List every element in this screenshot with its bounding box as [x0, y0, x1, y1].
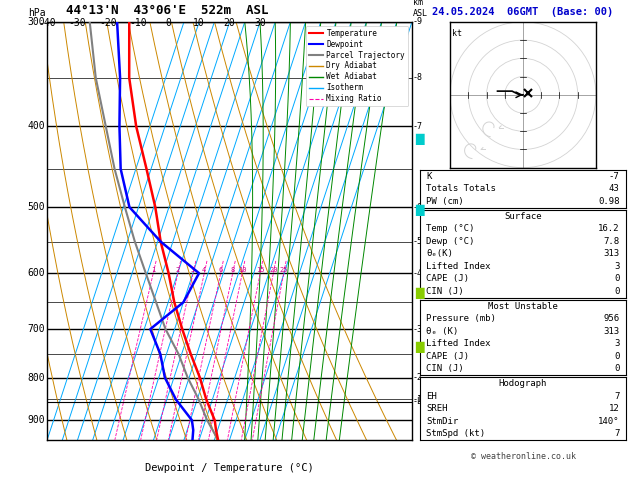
Text: -30: -30	[69, 17, 86, 28]
Text: 3: 3	[615, 339, 620, 348]
Text: 3: 3	[615, 262, 620, 271]
Text: 1: 1	[151, 267, 155, 273]
Text: 313: 313	[604, 249, 620, 258]
Text: EH: EH	[426, 392, 437, 400]
Text: -7: -7	[413, 122, 423, 131]
Text: -8: -8	[413, 73, 423, 82]
Text: 30: 30	[254, 17, 266, 28]
Text: 956: 956	[604, 314, 620, 323]
Text: 2: 2	[175, 267, 180, 273]
Text: Pressure (mb): Pressure (mb)	[426, 314, 496, 323]
Text: km
ASL: km ASL	[413, 0, 428, 17]
Text: 8: 8	[231, 267, 235, 273]
Text: StmSpd (kt): StmSpd (kt)	[426, 429, 486, 438]
Text: 25: 25	[279, 267, 288, 273]
Text: 600: 600	[28, 268, 45, 278]
Text: 900: 900	[28, 415, 45, 425]
Text: θₑ (K): θₑ (K)	[426, 327, 459, 336]
Text: 0: 0	[615, 352, 620, 361]
Text: Most Unstable: Most Unstable	[488, 302, 558, 311]
Text: 6: 6	[218, 267, 223, 273]
Text: 800: 800	[28, 372, 45, 382]
Text: 20: 20	[224, 17, 235, 28]
Text: 313: 313	[604, 327, 620, 336]
Text: CAPE (J): CAPE (J)	[426, 352, 469, 361]
Text: -10: -10	[130, 17, 147, 28]
Text: Temp (°C): Temp (°C)	[426, 224, 475, 233]
Text: 16.2: 16.2	[598, 224, 620, 233]
Text: 0: 0	[615, 287, 620, 296]
Text: 140°: 140°	[598, 417, 620, 426]
Text: 0: 0	[615, 364, 620, 373]
Text: 500: 500	[28, 202, 45, 212]
Text: 7: 7	[615, 392, 620, 400]
Text: Totals Totals: Totals Totals	[426, 184, 496, 193]
Text: 4: 4	[202, 267, 206, 273]
Text: -5: -5	[413, 237, 423, 246]
Text: Hodograph: Hodograph	[499, 379, 547, 388]
Text: SREH: SREH	[426, 404, 448, 413]
Text: 400: 400	[28, 121, 45, 131]
Text: Dewp (°C): Dewp (°C)	[426, 237, 475, 246]
Text: 0.98: 0.98	[598, 197, 620, 206]
Text: -2: -2	[413, 373, 423, 382]
Text: -7: -7	[609, 172, 620, 181]
Text: -9: -9	[413, 17, 423, 26]
Text: Mixing Ratio (g/kg): Mixing Ratio (g/kg)	[430, 183, 438, 278]
Text: █: █	[415, 342, 424, 353]
Text: StmDir: StmDir	[426, 417, 459, 426]
Text: Lifted Index: Lifted Index	[426, 262, 491, 271]
Text: 300: 300	[28, 17, 45, 27]
Text: CIN (J): CIN (J)	[426, 364, 464, 373]
Text: 7: 7	[615, 429, 620, 438]
Text: 3: 3	[191, 267, 195, 273]
Text: 24.05.2024  06GMT  (Base: 00): 24.05.2024 06GMT (Base: 00)	[432, 7, 614, 17]
Text: -20: -20	[99, 17, 117, 28]
Text: 12: 12	[609, 404, 620, 413]
Text: -6: -6	[413, 203, 423, 211]
Text: 7.8: 7.8	[604, 237, 620, 246]
Text: 44°13'N  43°06'E  522m  ASL: 44°13'N 43°06'E 522m ASL	[66, 4, 269, 17]
Text: -LCL: -LCL	[413, 397, 433, 406]
Text: 0: 0	[615, 274, 620, 283]
Text: █: █	[415, 288, 424, 299]
Text: █: █	[415, 133, 424, 144]
Text: 0: 0	[166, 17, 172, 28]
Text: CAPE (J): CAPE (J)	[426, 274, 469, 283]
Text: -1: -1	[413, 395, 423, 404]
Text: -40: -40	[38, 17, 56, 28]
Legend: Temperature, Dewpoint, Parcel Trajectory, Dry Adiabat, Wet Adiabat, Isotherm, Mi: Temperature, Dewpoint, Parcel Trajectory…	[306, 26, 408, 106]
Text: 700: 700	[28, 324, 45, 334]
Text: 15: 15	[256, 267, 264, 273]
Text: © weatheronline.co.uk: © weatheronline.co.uk	[470, 452, 576, 461]
Text: -4: -4	[413, 269, 423, 278]
Text: θₑ(K): θₑ(K)	[426, 249, 454, 258]
Text: PW (cm): PW (cm)	[426, 197, 464, 206]
Text: 43: 43	[609, 184, 620, 193]
Text: 20: 20	[269, 267, 277, 273]
Text: hPa: hPa	[28, 8, 45, 17]
Text: 10: 10	[193, 17, 205, 28]
Text: Lifted Index: Lifted Index	[426, 339, 491, 348]
Text: Surface: Surface	[504, 212, 542, 221]
Text: kt: kt	[452, 29, 462, 38]
Text: CIN (J): CIN (J)	[426, 287, 464, 296]
Text: Dewpoint / Temperature (°C): Dewpoint / Temperature (°C)	[145, 463, 314, 473]
Text: █: █	[415, 204, 424, 216]
Text: K: K	[426, 172, 431, 181]
Text: -3: -3	[413, 325, 423, 333]
Text: 10: 10	[238, 267, 247, 273]
